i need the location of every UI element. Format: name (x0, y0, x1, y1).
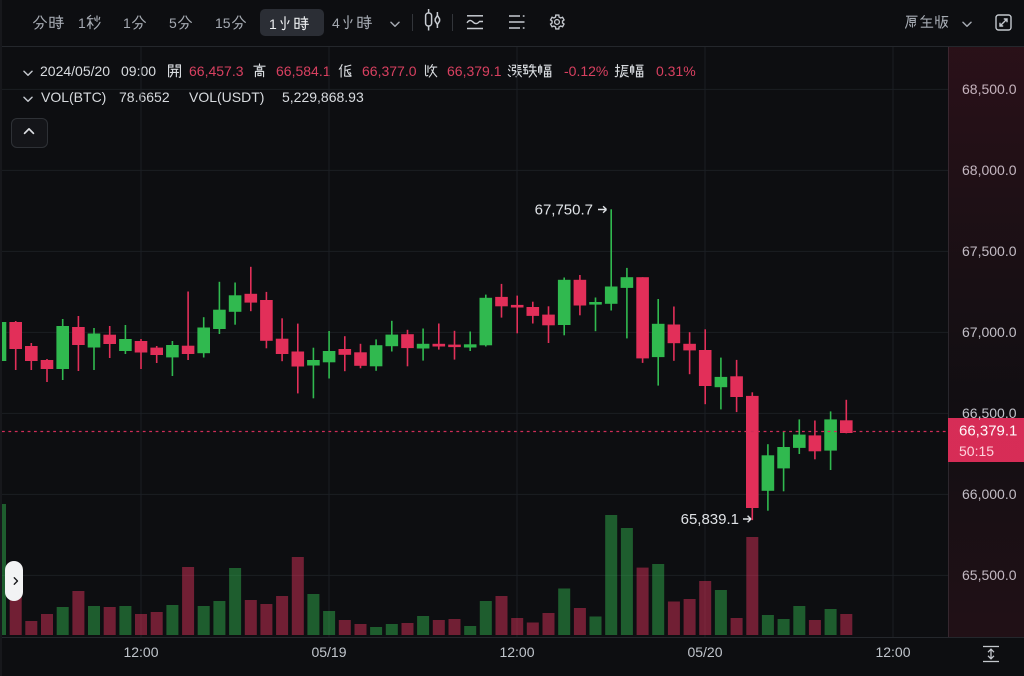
svg-text:68,000.0: 68,000.0 (962, 162, 1017, 178)
svg-text:05/19: 05/19 (311, 644, 346, 660)
svg-text:12:00: 12:00 (123, 644, 158, 660)
svg-text:66,000.0: 66,000.0 (962, 486, 1017, 502)
svg-text:66,500.0: 66,500.0 (962, 405, 1017, 421)
svg-text:65,839.1: 65,839.1 (681, 511, 739, 528)
svg-text:67,750.7: 67,750.7 (535, 202, 593, 219)
svg-text:50:15: 50:15 (959, 443, 994, 459)
svg-text:68,500.0: 68,500.0 (962, 81, 1017, 97)
svg-text:65,500.0: 65,500.0 (962, 567, 1017, 583)
svg-text:05/20: 05/20 (687, 644, 722, 660)
svg-text:66,379.1: 66,379.1 (959, 423, 1017, 440)
svg-text:67,000.0: 67,000.0 (962, 324, 1017, 340)
svg-text:12:00: 12:00 (499, 644, 534, 660)
svg-text:12:00: 12:00 (875, 644, 910, 660)
svg-text:67,500.0: 67,500.0 (962, 243, 1017, 259)
